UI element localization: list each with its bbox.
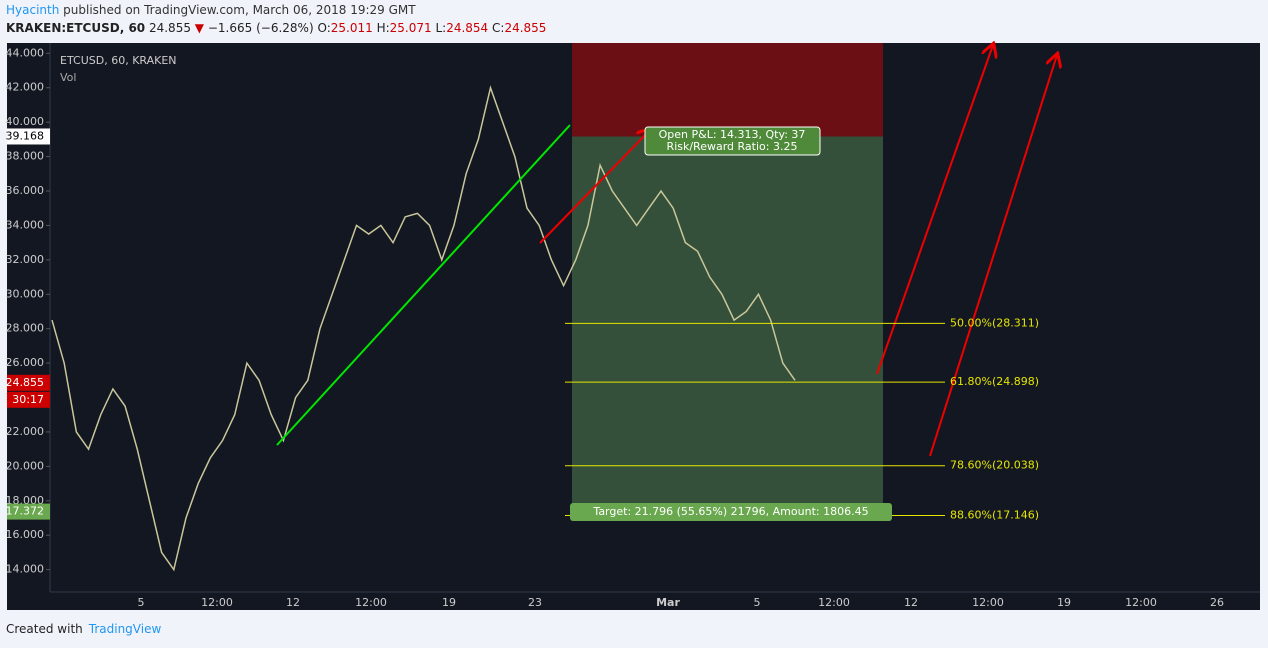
ohlc-key: O:: [317, 21, 331, 35]
symbol: KRAKEN:ETCUSD, 60: [6, 21, 146, 35]
x-tick-label: 12: [286, 596, 300, 609]
x-tick-label: 12:00: [355, 596, 387, 609]
price-tag-label: 39.168: [6, 129, 45, 142]
arrow: [539, 130, 650, 244]
countdown: 30:17: [12, 393, 44, 406]
y-tick-label: 16.000: [6, 528, 45, 541]
last: 24.855: [148, 21, 191, 35]
pnl-box: [644, 126, 821, 156]
fib-label: 88.60%(17.146): [950, 508, 1039, 521]
x-tick-label: 12: [904, 596, 918, 609]
x-tick-label: 12:00: [1125, 596, 1157, 609]
x-tick-label: 12:00: [972, 596, 1004, 609]
ohlc-key: C:: [492, 21, 505, 35]
created: Created with: [6, 622, 83, 636]
y-tick-label: 44.000: [6, 46, 45, 59]
y-tick-label: 32.000: [6, 253, 45, 266]
y-tick-label: 14.000: [6, 563, 45, 576]
x-tick-label: 23: [528, 596, 542, 609]
target-text: Target: 21.796 (55.65%) 21796, Amount: 1…: [592, 505, 868, 518]
fib-label: 61.80%(24.898): [950, 375, 1039, 388]
trend-line: [276, 124, 571, 446]
legend: ETCUSD, 60, KRAKEN: [60, 54, 177, 67]
price-tag-label: 24.855: [6, 376, 45, 389]
footer: Created with TradingView: [6, 622, 161, 636]
arrow: [929, 55, 1057, 457]
arrow: ▼: [194, 21, 205, 35]
published: published on TradingView.com, March 06, …: [63, 3, 416, 17]
y-tick-label: 22.000: [6, 425, 45, 438]
y-tick-label: 26.000: [6, 356, 45, 369]
pnl-text: Open P&L: 14.313, Qty: 37: [659, 128, 806, 141]
fib-label: 50.00%(28.311): [950, 316, 1039, 329]
target-box: [570, 503, 892, 521]
price-tag: [7, 374, 50, 391]
fib-label: 78.60%(20.038): [950, 459, 1039, 472]
ohlc-value: 25.071: [389, 21, 432, 35]
x-tick-label: 5: [754, 596, 761, 609]
ohlc-value: 24.854: [446, 21, 489, 35]
y-tick-label: 36.000: [6, 184, 45, 197]
profit-zone: [572, 136, 883, 512]
ohlc-value: 25.011: [330, 21, 373, 35]
price-line: [51, 85, 796, 572]
ohlc: O:25.011 H:25.071 L:24.854 C:24.855: [317, 21, 546, 35]
x-tick-label: 26: [1210, 596, 1224, 609]
header-line: Hyacinth published on TradingView.com, M…: [6, 3, 416, 17]
x-tick-label: 12:00: [201, 596, 233, 609]
y-tick-label: 30.000: [6, 287, 45, 300]
pnl-text: Risk/Reward Ratio: 3.25: [667, 140, 798, 153]
vol-label: Vol: [60, 71, 76, 84]
ohlc-key: L:: [435, 21, 447, 35]
stop-zone: [572, 43, 883, 137]
author[interactable]: Hyacinth: [6, 3, 60, 17]
ohlc-key: H:: [376, 21, 390, 35]
y-tick-label: 18.000: [6, 494, 45, 507]
price-tag: [7, 503, 50, 520]
y-tick-label: 38.000: [6, 150, 45, 163]
x-tick-label: 5: [138, 596, 145, 609]
x-tick-label: 19: [442, 596, 456, 609]
x-tick-label: Mar: [656, 596, 680, 609]
x-tick-label: 19: [1057, 596, 1071, 609]
y-tick-label: 40.000: [6, 115, 45, 128]
brand[interactable]: TradingView: [88, 622, 162, 636]
y-tick-label: 20.000: [6, 459, 45, 472]
y-tick-label: 28.000: [6, 322, 45, 335]
y-tick-label: 34.000: [6, 218, 45, 231]
y-tick-label: 42.000: [6, 81, 45, 94]
ohlc-value: 24.855: [504, 21, 547, 35]
x-tick-label: 12:00: [818, 596, 850, 609]
price-tag-label: 17.372: [6, 505, 45, 518]
arrow: [876, 45, 993, 375]
price-tag: [7, 128, 50, 145]
countdown-bg: [7, 391, 50, 408]
quote-line: KRAKEN:ETCUSD, 60 24.855 ▼ −1.665 (−6.28…: [6, 21, 546, 35]
change: −1.665 (−6.28%): [207, 21, 314, 35]
